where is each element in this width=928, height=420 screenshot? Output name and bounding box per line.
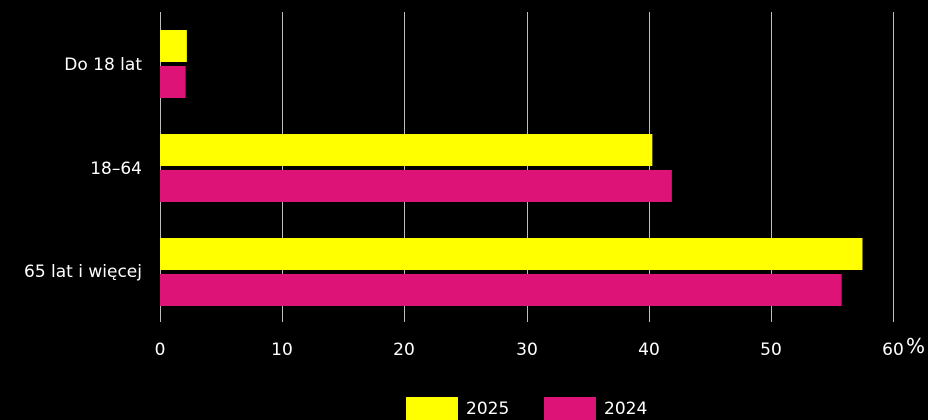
legend-swatch-2024 <box>544 397 596 420</box>
x-axis-unit-label: % <box>906 334 926 358</box>
x-tick-label-60: 60 <box>882 340 904 360</box>
legend-label-2025: 2025 <box>466 399 510 419</box>
x-tick-label-50: 50 <box>760 340 782 360</box>
category-label-65-plus: 65 lat i więcej <box>24 262 142 282</box>
bar-2025-2 <box>160 238 863 270</box>
bar-2025-1 <box>160 134 653 166</box>
x-tick-label-30: 30 <box>516 340 538 360</box>
category-label-under-18: Do 18 lat <box>64 55 142 75</box>
bar-2024-1 <box>160 170 672 202</box>
legend-label-2024: 2024 <box>604 399 648 419</box>
legend-item-2024: 2024 <box>544 397 647 420</box>
x-tick-label-10: 10 <box>271 340 293 360</box>
category-label-18-64: 18–64 <box>90 159 142 179</box>
x-tick-label-40: 40 <box>638 340 660 360</box>
legend-item-2025: 2025 <box>406 397 509 420</box>
x-tick-label-20: 20 <box>393 340 415 360</box>
x-tick-label-0: 0 <box>154 340 166 360</box>
bar-2025-0 <box>160 30 187 62</box>
legend-swatch-2025 <box>406 397 458 420</box>
bar-2024-0 <box>160 66 186 98</box>
bar-2024-2 <box>160 274 842 306</box>
